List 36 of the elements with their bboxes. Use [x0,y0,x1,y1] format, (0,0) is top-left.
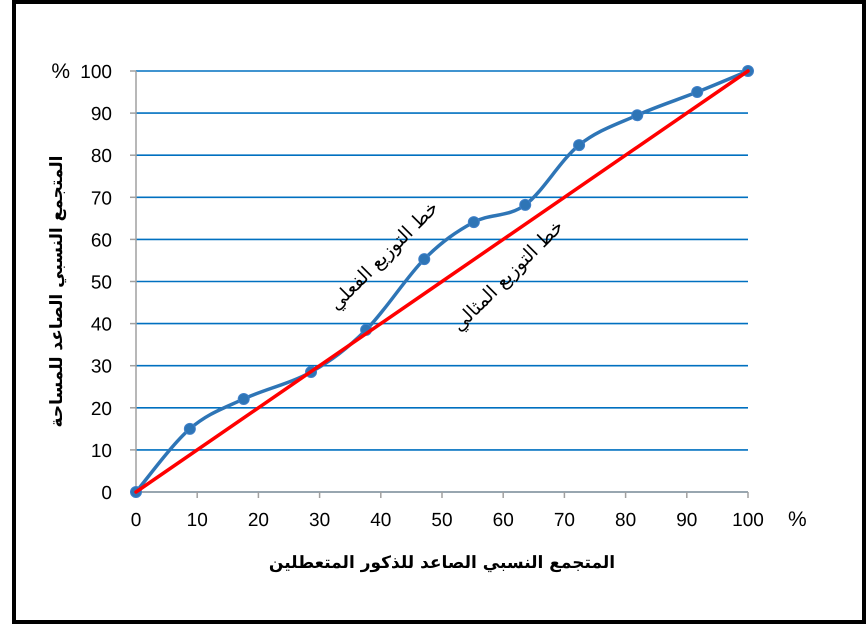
x-tick-label: 0 [130,510,142,531]
y-tick-label: 80 [90,146,112,168]
x-tick-label: 80 [615,510,636,531]
x-tick-label: 100 [732,510,764,531]
point [418,253,430,266]
y-tick-label: 100 [80,62,112,83]
point [519,198,532,211]
y-tick-label: 70 [90,188,112,210]
point [184,422,196,435]
x-tick-label: 30 [309,510,330,531]
text: خط التوزيع الفعلي [324,196,443,315]
text: % [51,60,70,83]
point [468,216,480,228]
text: % [788,508,807,531]
y-tick-label: 60 [90,230,112,252]
y-axis-title: المتجمع النسبي الصاعد للمساحة [47,156,67,428]
point [691,86,704,98]
x-tick-label: 50 [431,510,453,531]
y-tick-label: 50 [90,272,112,294]
x-tick-label: 70 [554,510,575,531]
y-tick-label: 10 [90,440,112,462]
x-tick-label: 20 [248,510,269,531]
y-tick-label: 30 [90,356,112,378]
x-tick-label: 90 [676,510,698,531]
point [631,109,644,122]
y-tick-label: 40 [90,314,112,336]
y-tick-label: 20 [90,398,112,420]
text: خط التوزيع المثالي [448,216,568,336]
point [238,392,250,405]
x-axis-title: المتجمع النسبي الصاعد للذكور المتعطلين [268,553,616,573]
y-tick-label: 90 [90,104,112,126]
x-tick-label: 40 [370,510,392,531]
x-tick-label: 10 [186,510,208,531]
x-tick-label: 60 [492,510,514,531]
y-tick-label: 0 [101,483,112,504]
point [573,139,586,152]
